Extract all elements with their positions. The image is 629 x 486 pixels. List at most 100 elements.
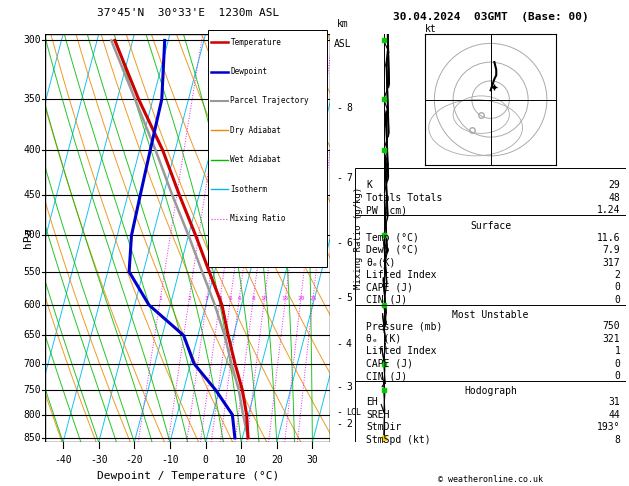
Text: Dewpoint / Temperature (°C): Dewpoint / Temperature (°C) xyxy=(97,471,279,481)
Text: © weatheronline.co.uk: © weatheronline.co.uk xyxy=(438,474,543,484)
Text: 321: 321 xyxy=(603,334,620,344)
Text: StmSpd (kt): StmSpd (kt) xyxy=(366,435,431,445)
Text: 1: 1 xyxy=(159,296,162,301)
Text: 20: 20 xyxy=(271,454,282,465)
Text: Wet Adiabat: Wet Adiabat xyxy=(230,155,281,164)
Text: Dry Adiabat: Dry Adiabat xyxy=(230,126,281,135)
Text: SREH: SREH xyxy=(366,410,390,420)
Text: Dry Adiabat: Dry Adiabat xyxy=(230,126,281,135)
Text: θₑ (K): θₑ (K) xyxy=(366,334,401,344)
Text: -: - xyxy=(337,294,342,303)
Text: 193°: 193° xyxy=(597,422,620,432)
Text: Isotherm: Isotherm xyxy=(230,185,267,193)
Text: 5: 5 xyxy=(229,296,233,301)
Text: -: - xyxy=(337,407,342,417)
Text: 3: 3 xyxy=(346,382,352,393)
Text: EH: EH xyxy=(366,398,378,407)
Text: 15: 15 xyxy=(282,296,289,301)
Text: hPa: hPa xyxy=(23,228,33,248)
Text: Pressure (mb): Pressure (mb) xyxy=(366,321,443,331)
Text: CAPE (J): CAPE (J) xyxy=(366,359,413,369)
Text: 4: 4 xyxy=(218,296,222,301)
Text: 10: 10 xyxy=(235,454,247,465)
Text: Parcel Trajectory: Parcel Trajectory xyxy=(230,97,309,105)
Text: -: - xyxy=(337,103,342,113)
Text: 650: 650 xyxy=(23,330,41,340)
Text: -30: -30 xyxy=(90,454,108,465)
Text: θₑ(K): θₑ(K) xyxy=(366,258,396,267)
Text: 30: 30 xyxy=(306,454,318,465)
Text: Parcel Trajectory: Parcel Trajectory xyxy=(230,97,309,105)
Text: Hodograph: Hodograph xyxy=(464,386,517,396)
Text: ASL: ASL xyxy=(334,39,352,49)
Text: Totals Totals: Totals Totals xyxy=(366,192,443,203)
Text: 550: 550 xyxy=(23,267,41,277)
Text: 300: 300 xyxy=(23,35,41,45)
Text: 10: 10 xyxy=(261,296,268,301)
Text: 750: 750 xyxy=(603,321,620,331)
Text: -40: -40 xyxy=(54,454,72,465)
Text: 2: 2 xyxy=(346,419,352,429)
Text: Temperature: Temperature xyxy=(230,38,281,47)
Text: Dewp (°C): Dewp (°C) xyxy=(366,245,419,255)
Text: -: - xyxy=(337,238,342,248)
Text: 11.6: 11.6 xyxy=(597,233,620,243)
Text: -10: -10 xyxy=(161,454,179,465)
Text: CIN (J): CIN (J) xyxy=(366,371,408,381)
Text: 0: 0 xyxy=(615,295,620,305)
Text: 2: 2 xyxy=(615,270,620,280)
Text: 37°45'N  30°33'E  1230m ASL: 37°45'N 30°33'E 1230m ASL xyxy=(97,8,279,17)
Text: -: - xyxy=(337,173,342,183)
Text: -: - xyxy=(337,419,342,429)
Text: Mixing Ratio: Mixing Ratio xyxy=(230,214,286,223)
Text: 31: 31 xyxy=(609,398,620,407)
Text: Dewpoint: Dewpoint xyxy=(230,67,267,76)
Text: -20: -20 xyxy=(126,454,143,465)
Text: 750: 750 xyxy=(23,385,41,395)
Text: K: K xyxy=(366,180,372,190)
Text: 350: 350 xyxy=(23,94,41,104)
Text: 400: 400 xyxy=(23,145,41,155)
Text: 4: 4 xyxy=(346,339,352,349)
Text: 500: 500 xyxy=(23,230,41,241)
Text: StmDir: StmDir xyxy=(366,422,401,432)
Text: Mixing Ratio: Mixing Ratio xyxy=(230,214,286,223)
Text: Temp (°C): Temp (°C) xyxy=(366,233,419,243)
Text: 48: 48 xyxy=(609,192,620,203)
Text: 800: 800 xyxy=(23,410,41,420)
Text: 29: 29 xyxy=(609,180,620,190)
Text: 8: 8 xyxy=(346,103,352,113)
Text: Lifted Index: Lifted Index xyxy=(366,270,437,280)
Text: CAPE (J): CAPE (J) xyxy=(366,282,413,293)
Text: 0: 0 xyxy=(615,359,620,369)
Text: CIN (J): CIN (J) xyxy=(366,295,408,305)
Text: 5: 5 xyxy=(346,294,352,303)
Text: 6: 6 xyxy=(237,296,241,301)
Text: 450: 450 xyxy=(23,190,41,200)
Text: 0: 0 xyxy=(615,282,620,293)
Text: Dewpoint: Dewpoint xyxy=(230,67,267,76)
Text: Wet Adiabat: Wet Adiabat xyxy=(230,155,281,164)
Text: 3: 3 xyxy=(205,296,209,301)
Text: 700: 700 xyxy=(23,359,41,369)
Text: 8: 8 xyxy=(615,435,620,445)
Text: -: - xyxy=(337,382,342,393)
Text: 7.9: 7.9 xyxy=(603,245,620,255)
Text: 6: 6 xyxy=(346,238,352,248)
Text: PW (cm): PW (cm) xyxy=(366,205,408,215)
Text: 2: 2 xyxy=(187,296,191,301)
Text: 1.24: 1.24 xyxy=(597,205,620,215)
Text: Temperature: Temperature xyxy=(230,38,281,47)
Text: Surface: Surface xyxy=(470,221,511,231)
Text: 317: 317 xyxy=(603,258,620,267)
Text: km: km xyxy=(337,19,348,29)
Text: -: - xyxy=(337,339,342,349)
Text: 20: 20 xyxy=(297,296,304,301)
Text: 850: 850 xyxy=(23,433,41,443)
Text: 0: 0 xyxy=(615,371,620,381)
Text: Lifted Index: Lifted Index xyxy=(366,346,437,356)
Text: 7: 7 xyxy=(346,173,352,183)
Text: Mixing Ratio (g/kg): Mixing Ratio (g/kg) xyxy=(354,187,363,289)
Text: 600: 600 xyxy=(23,300,41,310)
Text: 1: 1 xyxy=(615,346,620,356)
